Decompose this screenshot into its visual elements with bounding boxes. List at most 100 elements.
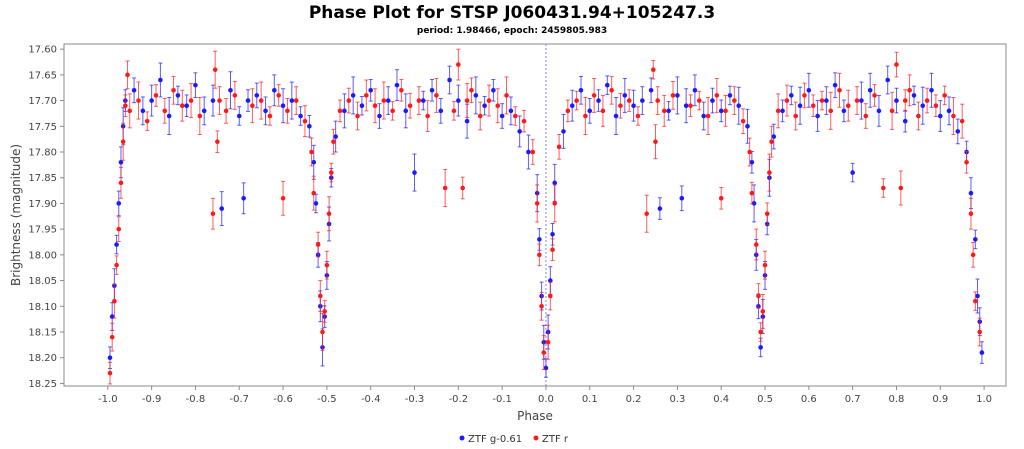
x-tick-label: 0.5	[757, 394, 773, 405]
data-point	[749, 159, 755, 165]
data-point	[604, 82, 610, 88]
data-point	[140, 108, 146, 114]
data-point	[679, 195, 685, 201]
y-axis-label: Brightness (magnitude)	[9, 144, 23, 286]
data-point	[933, 103, 939, 109]
data-point	[548, 293, 553, 299]
data-point	[359, 103, 365, 109]
data-point	[959, 118, 965, 124]
data-point	[285, 108, 290, 114]
data-point	[508, 108, 514, 114]
data-point	[309, 149, 314, 155]
series-ztf-g	[107, 62, 985, 378]
data-point	[815, 113, 820, 119]
data-point	[342, 108, 347, 114]
data-point	[569, 103, 575, 109]
data-point	[210, 98, 216, 103]
data-point	[964, 159, 969, 165]
data-point	[331, 139, 336, 145]
data-point	[219, 206, 225, 211]
data-point	[732, 98, 737, 103]
data-point	[929, 87, 934, 93]
data-point	[845, 103, 851, 109]
data-point	[112, 298, 117, 304]
data-point	[193, 82, 198, 88]
data-point	[666, 108, 671, 114]
data-point	[372, 103, 378, 109]
x-tick-label: -0.9	[142, 394, 162, 405]
data-point	[114, 262, 119, 268]
data-point	[311, 190, 317, 196]
data-point	[797, 103, 803, 109]
x-tick-label: -0.3	[405, 394, 425, 405]
data-point	[714, 93, 720, 98]
data-point	[364, 93, 369, 98]
y-tick-label: 17.85	[28, 173, 57, 184]
data-point	[771, 134, 777, 139]
data-point	[280, 103, 286, 109]
data-point	[107, 355, 113, 361]
data-point	[298, 113, 303, 119]
data-point	[894, 98, 899, 103]
data-point	[977, 329, 983, 335]
data-point	[661, 108, 667, 114]
data-point	[109, 334, 115, 340]
x-tick-label: 0.6	[801, 394, 817, 405]
data-point	[412, 170, 417, 175]
data-point	[526, 149, 531, 155]
data-point	[127, 108, 133, 114]
data-point	[968, 211, 974, 217]
data-point	[613, 113, 619, 119]
data-point	[254, 93, 260, 98]
data-point	[236, 113, 242, 119]
data-point	[723, 108, 728, 114]
data-point	[495, 103, 501, 109]
data-point	[350, 93, 356, 98]
data-point	[504, 93, 509, 98]
data-point	[250, 103, 255, 109]
x-tick-label: -0.4	[361, 394, 381, 405]
data-point	[197, 113, 203, 119]
data-point	[951, 113, 956, 119]
data-point	[116, 201, 122, 206]
data-point	[311, 159, 317, 165]
data-point	[762, 262, 768, 268]
data-point	[464, 118, 470, 124]
data-point	[802, 93, 807, 98]
data-point	[429, 87, 435, 93]
data-point	[885, 77, 891, 83]
data-point	[403, 108, 409, 114]
data-point	[530, 149, 536, 155]
x-tick-label: -0.1	[492, 394, 512, 405]
data-point	[120, 139, 126, 145]
y-tick-label: 17.70	[28, 96, 57, 107]
x-tick-label: -1.0	[98, 394, 118, 405]
series-ztf-r	[107, 48, 983, 385]
data-point	[600, 108, 606, 114]
data-point	[749, 190, 755, 196]
y-tick-label: 17.65	[28, 70, 57, 81]
data-point	[326, 211, 332, 217]
x-tick-label: -0.2	[449, 394, 469, 405]
data-point	[328, 170, 334, 175]
data-point	[162, 108, 168, 114]
data-point	[859, 98, 864, 103]
data-point	[394, 82, 400, 88]
data-point	[753, 242, 759, 247]
x-tick-label: 0.8	[889, 394, 905, 405]
data-point	[390, 108, 395, 114]
data-point	[841, 108, 847, 114]
data-point	[420, 98, 426, 103]
data-point	[179, 103, 185, 109]
data-point	[894, 62, 899, 67]
data-point	[552, 201, 558, 206]
data-point	[806, 87, 812, 93]
data-point	[245, 98, 251, 103]
x-tick-label: 0.1	[582, 394, 598, 405]
data-point	[769, 139, 774, 145]
data-point	[258, 98, 264, 103]
data-point	[622, 93, 628, 98]
data-point	[653, 139, 658, 145]
legend-label-r: ZTF r	[542, 434, 569, 445]
data-point	[521, 118, 527, 124]
